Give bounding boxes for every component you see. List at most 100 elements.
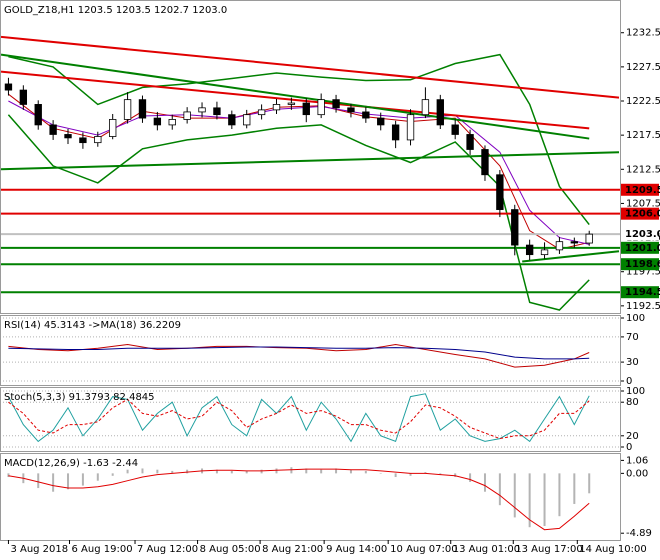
- candle-body: [496, 174, 504, 210]
- histogram-bar: [528, 473, 531, 528]
- panel-frame: [0, 387, 621, 452]
- indicator-line: [8, 346, 590, 360]
- histogram-bar: [335, 468, 338, 474]
- candle-body: [570, 241, 579, 244]
- y-tick-label: 1227.5: [626, 62, 660, 73]
- candle-body: [49, 124, 57, 135]
- histogram-bar: [379, 473, 382, 474]
- candle-body: [79, 137, 87, 144]
- candle-body: [243, 114, 251, 126]
- candle-body: [287, 102, 296, 105]
- candle-body: [317, 99, 325, 116]
- histogram-bar: [349, 469, 352, 474]
- candle-body: [436, 99, 444, 126]
- panel-title: MACD(12,26,9) -1.63 -2.44: [4, 458, 138, 469]
- y-tick-label: 70: [626, 332, 639, 343]
- panel-title: Stoch(5,3,3) 91.3793 82.4845: [4, 392, 155, 403]
- y-tick-label: 100: [626, 386, 645, 397]
- x-tick-label: 9 Aug 14:00: [326, 544, 387, 555]
- histogram-bar: [394, 473, 397, 478]
- y-tick-label: 0.00: [626, 468, 648, 479]
- y-tick-label: 20: [626, 431, 639, 442]
- plot-area: [7, 393, 590, 443]
- panel-frame: [0, 315, 621, 386]
- histogram-bar: [439, 473, 442, 475]
- level-label-box: [621, 241, 659, 254]
- indicator-line: [8, 343, 590, 368]
- histogram-bar: [305, 468, 308, 474]
- histogram-bar: [96, 473, 99, 481]
- trend-line: [0, 70, 590, 130]
- level-label-box: [621, 228, 659, 241]
- histogram-bar: [454, 473, 457, 478]
- histogram-bar: [543, 473, 546, 526]
- candle-body: [585, 233, 593, 244]
- histogram-bar: [513, 473, 516, 518]
- x-tick-label: 7 Aug 12:00: [137, 544, 198, 555]
- y-tick-label: 1197.5: [626, 267, 660, 278]
- candle-body: [362, 111, 370, 119]
- indicator-line: [7, 114, 590, 311]
- y-tick-label: 30: [626, 357, 639, 368]
- candle-body: [94, 136, 102, 144]
- candle-body: [138, 99, 147, 119]
- y-tick-label: 0: [626, 376, 632, 387]
- level-label: 1198.6: [625, 259, 660, 270]
- candle-body: [153, 117, 162, 126]
- trend-line: [0, 53, 590, 140]
- candle-body: [34, 104, 42, 126]
- candle-body: [302, 102, 310, 116]
- y-tick-label: 1217.5: [626, 130, 660, 141]
- candle-body: [511, 209, 519, 246]
- histogram-bar: [260, 469, 263, 474]
- indicator-line: [7, 393, 590, 443]
- candle-body: [421, 99, 430, 116]
- candle-body: [64, 134, 72, 139]
- signal-line: [8, 468, 590, 531]
- candle-body: [555, 241, 564, 251]
- y-tick-label: 1222.5: [626, 96, 660, 107]
- x-tick-label: 6 Aug 19:00: [72, 544, 133, 555]
- panel-title: RSI(14) 45.3143 ->MA(18) 36.2209: [4, 320, 181, 331]
- y-tick-label: 1212.5: [626, 164, 660, 175]
- histogram-bar: [424, 472, 427, 474]
- level-label-box: [621, 286, 659, 299]
- histogram-bar: [364, 470, 367, 474]
- candle-body: [377, 117, 385, 126]
- candle-body: [183, 111, 191, 120]
- level-label: 1203.0: [625, 229, 660, 240]
- x-tick-label: 8 Aug 21:00: [262, 544, 323, 555]
- candle-body: [272, 104, 281, 111]
- histogram-bar: [320, 469, 323, 474]
- histogram-bar: [498, 473, 501, 506]
- trend-line: [522, 250, 620, 263]
- histogram-bar: [186, 469, 189, 474]
- histogram-bar: [483, 473, 486, 492]
- histogram-bar: [409, 473, 412, 476]
- histogram-bar: [156, 469, 159, 474]
- histogram-bar: [588, 473, 591, 494]
- histogram-bar: [111, 473, 114, 476]
- histogram-bar: [290, 467, 293, 474]
- histogram-bar: [81, 473, 84, 486]
- candle-body: [451, 124, 459, 135]
- plot-area: [8, 343, 590, 368]
- y-tick-label: 1232.5: [626, 28, 660, 39]
- level-label-box: [621, 207, 659, 220]
- plot-area: [0, 35, 620, 311]
- indicator-line: [8, 100, 590, 245]
- level-label: 1194.5: [625, 287, 660, 298]
- x-tick-label: 13 Aug 17:00: [515, 544, 582, 555]
- candle-body: [332, 99, 340, 109]
- histogram-bar: [573, 473, 576, 504]
- histogram-bar: [7, 473, 10, 478]
- histogram-bar: [215, 469, 218, 474]
- trend-line: [0, 35, 620, 99]
- candle-body: [481, 149, 489, 176]
- level-label: 1201.0: [625, 243, 660, 254]
- y-tick-label: -4.89: [626, 528, 652, 539]
- y-tick-label: 0: [626, 442, 632, 453]
- candle-body: [213, 107, 221, 116]
- x-tick-label: 10 Aug 07:00: [390, 544, 457, 555]
